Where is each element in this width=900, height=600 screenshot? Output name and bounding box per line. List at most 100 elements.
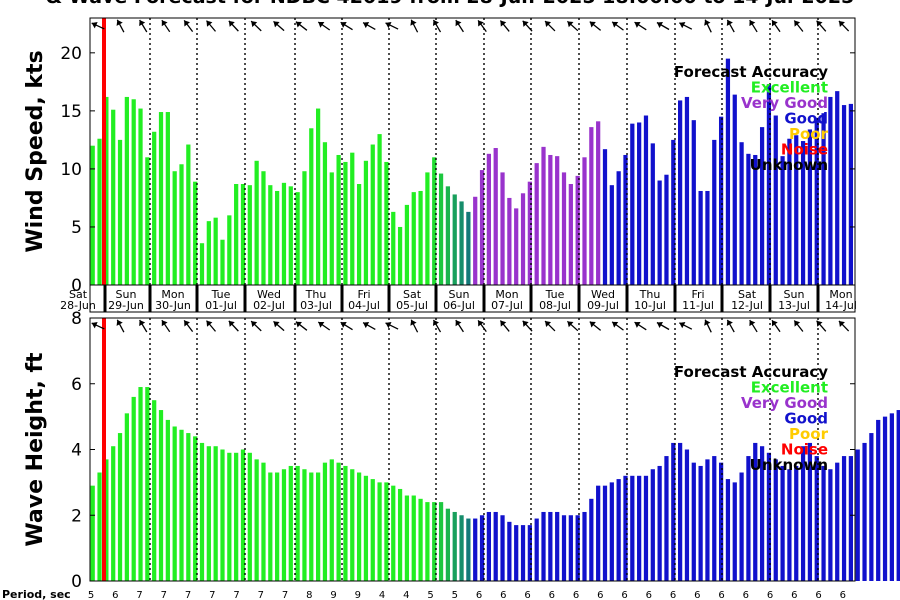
wave-ytick-label: 2 bbox=[71, 506, 82, 526]
direction-arrow-icon bbox=[139, 19, 148, 33]
direction-arrow-icon bbox=[455, 319, 464, 333]
direction-arrow-icon bbox=[656, 21, 670, 31]
period-value: 5 bbox=[452, 590, 458, 600]
day-label-date: 04-Jul bbox=[348, 299, 380, 312]
wave-bar bbox=[411, 495, 416, 581]
wind-bar bbox=[739, 142, 744, 285]
wind-bar bbox=[397, 226, 403, 285]
wind-bar bbox=[316, 108, 321, 285]
wave-bar bbox=[350, 469, 355, 581]
day-label-dow: Tue bbox=[211, 288, 231, 301]
wave-ylabel: Wave Height, ft bbox=[23, 352, 48, 547]
wind-bar bbox=[609, 185, 614, 285]
period-value: 6 bbox=[718, 590, 724, 600]
wind-bar bbox=[459, 201, 464, 285]
direction-arrow-icon bbox=[816, 20, 827, 32]
wave-bar bbox=[254, 459, 259, 581]
day-label-date: 10-Jul bbox=[634, 299, 666, 312]
wave-bar bbox=[589, 498, 594, 581]
wind-bar bbox=[466, 211, 471, 285]
direction-arrow-icon bbox=[295, 321, 308, 331]
period-value: 6 bbox=[549, 590, 555, 600]
wind-legend-unknown: Unknown bbox=[750, 156, 828, 174]
wind-bar bbox=[97, 138, 102, 285]
wave-bar bbox=[124, 413, 129, 581]
direction-arrow-icon bbox=[771, 319, 781, 333]
wind-bar bbox=[302, 171, 307, 285]
direction-arrow-icon bbox=[340, 21, 353, 31]
wind-bar bbox=[145, 157, 150, 285]
wave-bar bbox=[602, 485, 608, 581]
direction-arrow-icon bbox=[139, 319, 148, 333]
day-label-date: 02-Jul bbox=[253, 299, 285, 312]
wind-bar bbox=[275, 190, 280, 285]
direction-arrow-icon bbox=[544, 20, 556, 32]
wave-bar bbox=[698, 465, 703, 581]
direction-arrow-icon bbox=[340, 321, 353, 331]
direction-arrow-icon bbox=[183, 20, 194, 32]
wave-bar bbox=[97, 472, 102, 581]
wind-bar bbox=[841, 105, 847, 285]
day-label-date: 06-Jul bbox=[443, 299, 475, 312]
direction-arrow-icon bbox=[317, 21, 331, 31]
wave-bar bbox=[575, 515, 580, 581]
wave-bar bbox=[814, 456, 819, 581]
day-label-dow: Mon bbox=[829, 288, 852, 301]
day-label-dow: Mon bbox=[495, 288, 518, 301]
wave-bar bbox=[438, 502, 444, 581]
wave-bar bbox=[828, 469, 833, 581]
wave-bar bbox=[630, 475, 635, 581]
wave-bar bbox=[206, 446, 211, 581]
wind-bar bbox=[193, 181, 198, 285]
day-label-dow: Sat bbox=[69, 288, 88, 301]
wind-bar bbox=[596, 121, 601, 285]
wave-bar bbox=[356, 472, 362, 581]
wave-bar bbox=[876, 419, 881, 581]
wind-bar bbox=[814, 117, 819, 285]
wave-bar bbox=[404, 495, 410, 581]
wave-bar bbox=[773, 459, 778, 581]
direction-arrow-icon bbox=[793, 320, 804, 332]
wave-bar bbox=[418, 498, 423, 581]
wind-bar bbox=[602, 149, 608, 285]
day-label-dow: Wed bbox=[591, 288, 615, 301]
direction-arrow-icon bbox=[410, 19, 419, 33]
wind-legend-good: Good bbox=[784, 110, 828, 128]
wave-bar bbox=[739, 472, 744, 581]
wave-bar bbox=[343, 465, 348, 581]
wave-bar bbox=[199, 442, 205, 581]
wave-bar bbox=[725, 479, 731, 581]
wave-bar bbox=[363, 475, 369, 581]
direction-arrow-icon bbox=[838, 20, 850, 32]
wind-bar bbox=[124, 96, 129, 285]
wind-bar bbox=[568, 184, 573, 285]
wave-bar bbox=[637, 475, 642, 581]
wind-bar bbox=[589, 127, 594, 286]
day-label-date: 08-Jul bbox=[539, 299, 571, 312]
day-label-date: 28-Jun bbox=[60, 299, 96, 312]
direction-arrow-icon bbox=[566, 20, 579, 32]
wave-bar bbox=[596, 485, 601, 581]
period-value: 6 bbox=[840, 590, 846, 600]
day-label-date: 13-Jul bbox=[778, 299, 810, 312]
wind-legend-very-good: Very Good bbox=[741, 94, 828, 112]
wind-bar bbox=[712, 139, 717, 285]
wind-bar bbox=[213, 217, 218, 285]
direction-arrow-icon bbox=[477, 319, 487, 333]
wind-bar bbox=[384, 161, 389, 285]
wave-bar bbox=[329, 459, 334, 581]
wind-bar bbox=[438, 173, 444, 285]
wind-bar bbox=[432, 157, 437, 285]
period-value: 6 bbox=[791, 590, 797, 600]
wave-bar bbox=[288, 465, 293, 581]
wave-bar bbox=[172, 426, 177, 581]
wave-bar bbox=[807, 442, 813, 581]
direction-arrow-icon bbox=[183, 320, 194, 332]
direction-arrow-icon bbox=[385, 321, 399, 330]
wind-bar bbox=[131, 99, 136, 285]
wave-bar bbox=[104, 459, 109, 581]
direction-arrow-icon bbox=[749, 319, 758, 333]
wind-bar bbox=[343, 161, 348, 285]
wind-bar bbox=[377, 134, 382, 285]
wind-bar bbox=[452, 194, 457, 285]
